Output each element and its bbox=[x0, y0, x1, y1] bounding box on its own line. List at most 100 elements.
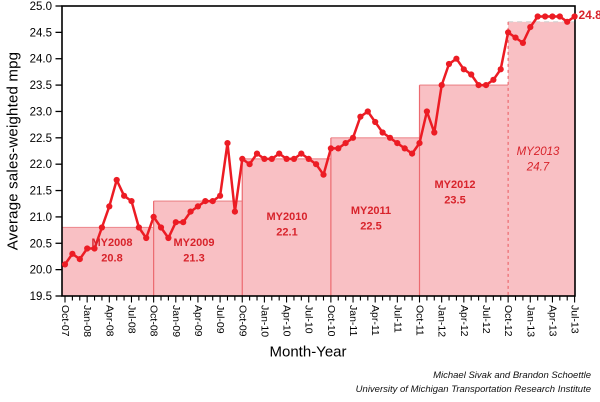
data-points bbox=[61, 13, 578, 268]
region-value-MY2008: 20.8 bbox=[101, 253, 122, 265]
data-point bbox=[298, 150, 305, 157]
x-tick-label: Jul-10 bbox=[303, 305, 315, 334]
x-tick-label: Apr-11 bbox=[369, 305, 381, 336]
data-point bbox=[268, 155, 275, 162]
y-tick-label: 21.5 bbox=[30, 186, 52, 198]
credit-institute: University of Michigan Transportation Re… bbox=[355, 384, 591, 395]
data-point bbox=[290, 155, 298, 162]
data-point bbox=[401, 145, 408, 152]
region-label-MY2010: MY2010 bbox=[267, 211, 308, 223]
data-point bbox=[519, 39, 527, 47]
data-point bbox=[150, 213, 157, 220]
data-point bbox=[224, 140, 231, 147]
data-point bbox=[209, 198, 216, 205]
latest-value-annotation: 24.8 bbox=[579, 8, 600, 22]
x-tick-label: Jul-09 bbox=[214, 305, 226, 334]
data-point bbox=[194, 203, 201, 210]
region-value-MY2012: 23.5 bbox=[444, 195, 465, 207]
data-point bbox=[76, 256, 83, 263]
data-point bbox=[571, 13, 578, 20]
x-tick-label: Jul-12 bbox=[480, 305, 492, 334]
region-MY2011 bbox=[330, 137, 420, 296]
region-MY2013 bbox=[508, 21, 575, 297]
region-MY2009 bbox=[153, 201, 243, 296]
data-point bbox=[423, 108, 430, 115]
data-point bbox=[261, 155, 268, 162]
x-tick-label: Apr-12 bbox=[458, 305, 470, 337]
data-point bbox=[69, 250, 76, 257]
data-point bbox=[143, 234, 150, 242]
data-point bbox=[416, 140, 423, 147]
data-point bbox=[91, 245, 98, 252]
y-tick-label: 20.0 bbox=[30, 265, 52, 277]
data-point bbox=[372, 118, 379, 126]
data-point bbox=[180, 219, 187, 226]
region-label-MY2011: MY2011 bbox=[351, 205, 391, 217]
plot-frame bbox=[61, 5, 576, 297]
y-tick-label: 25.0 bbox=[30, 1, 52, 13]
data-point bbox=[468, 71, 475, 78]
x-tick-label: Apr-10 bbox=[281, 305, 293, 337]
x-tick-label: Oct-08 bbox=[148, 305, 160, 337]
x-tick-label: Jan-09 bbox=[170, 305, 182, 337]
y-tick-label: 23.0 bbox=[30, 106, 52, 118]
x-tick-label: Oct-12 bbox=[502, 305, 514, 337]
data-point bbox=[542, 13, 549, 20]
region-labels: MY2008 20.8 MY2009 21.3 MY2010 22.1 MY2011 22.5… bbox=[92, 146, 561, 265]
y-tick-label: 23.5 bbox=[30, 80, 52, 92]
data-point bbox=[512, 34, 519, 41]
x-tick-label: Apr-13 bbox=[546, 305, 558, 337]
data-point bbox=[497, 66, 504, 73]
data-point bbox=[379, 129, 386, 136]
region-value-MY2009: 21.3 bbox=[183, 253, 204, 265]
data-point bbox=[349, 134, 357, 141]
x-tick-label: Oct-07 bbox=[59, 305, 71, 337]
data-point bbox=[121, 192, 128, 199]
data-point bbox=[283, 155, 290, 162]
data-point bbox=[482, 82, 490, 89]
data-point bbox=[253, 150, 261, 157]
x-tick-label: Apr-09 bbox=[192, 305, 204, 337]
x-tick-label: Jan-08 bbox=[81, 305, 93, 337]
data-point bbox=[342, 140, 349, 147]
data-point bbox=[556, 13, 563, 20]
data-point bbox=[327, 145, 334, 152]
y-tick-label: 24.5 bbox=[30, 27, 52, 39]
data-point bbox=[394, 140, 401, 147]
data-point bbox=[445, 60, 453, 68]
credit-authors: Michael Sivak and Brandon Schoettle bbox=[433, 370, 591, 381]
data-point bbox=[431, 129, 438, 136]
y-tick-label: 19.5 bbox=[30, 291, 52, 303]
data-point bbox=[113, 176, 120, 184]
data-point bbox=[475, 82, 482, 89]
x-tick-label: Jan-12 bbox=[436, 305, 448, 337]
data-point bbox=[313, 161, 320, 168]
region-MY2008 bbox=[62, 227, 154, 296]
data-point bbox=[549, 13, 556, 20]
data-point bbox=[276, 150, 283, 157]
region-value-MY2013: 24.7 bbox=[526, 162, 550, 174]
region-MY2010 bbox=[242, 158, 331, 296]
data-point bbox=[128, 198, 135, 205]
x-tick-label: Jan-11 bbox=[347, 305, 359, 336]
data-point bbox=[135, 224, 142, 231]
x-tick-label: Apr-08 bbox=[103, 305, 115, 337]
data-point bbox=[305, 155, 312, 162]
data-point bbox=[364, 108, 371, 115]
data-point bbox=[460, 66, 467, 73]
data-point bbox=[527, 24, 534, 31]
mpg-data-line bbox=[63, 15, 576, 266]
x-axis-ticks: Oct-07 Jan-08 Apr-08 Jul-08 Oct-08 Jan-09 Apr-… bbox=[59, 296, 581, 337]
data-point bbox=[172, 219, 179, 226]
x-tick-label: Oct-10 bbox=[325, 305, 337, 337]
y-axis-ticks: 19.5 20.0 20.5 21.0 21.5 22.0 22.5 23.0 23.5 24.0… bbox=[30, 1, 62, 303]
x-axis-title: Month-Year bbox=[269, 343, 347, 361]
region-value-MY2010: 22.1 bbox=[276, 227, 297, 239]
region-label-MY2009: MY2009 bbox=[174, 237, 215, 249]
data-point bbox=[386, 134, 394, 141]
data-point bbox=[202, 198, 209, 205]
data-point bbox=[246, 161, 253, 168]
data-point bbox=[453, 55, 460, 62]
